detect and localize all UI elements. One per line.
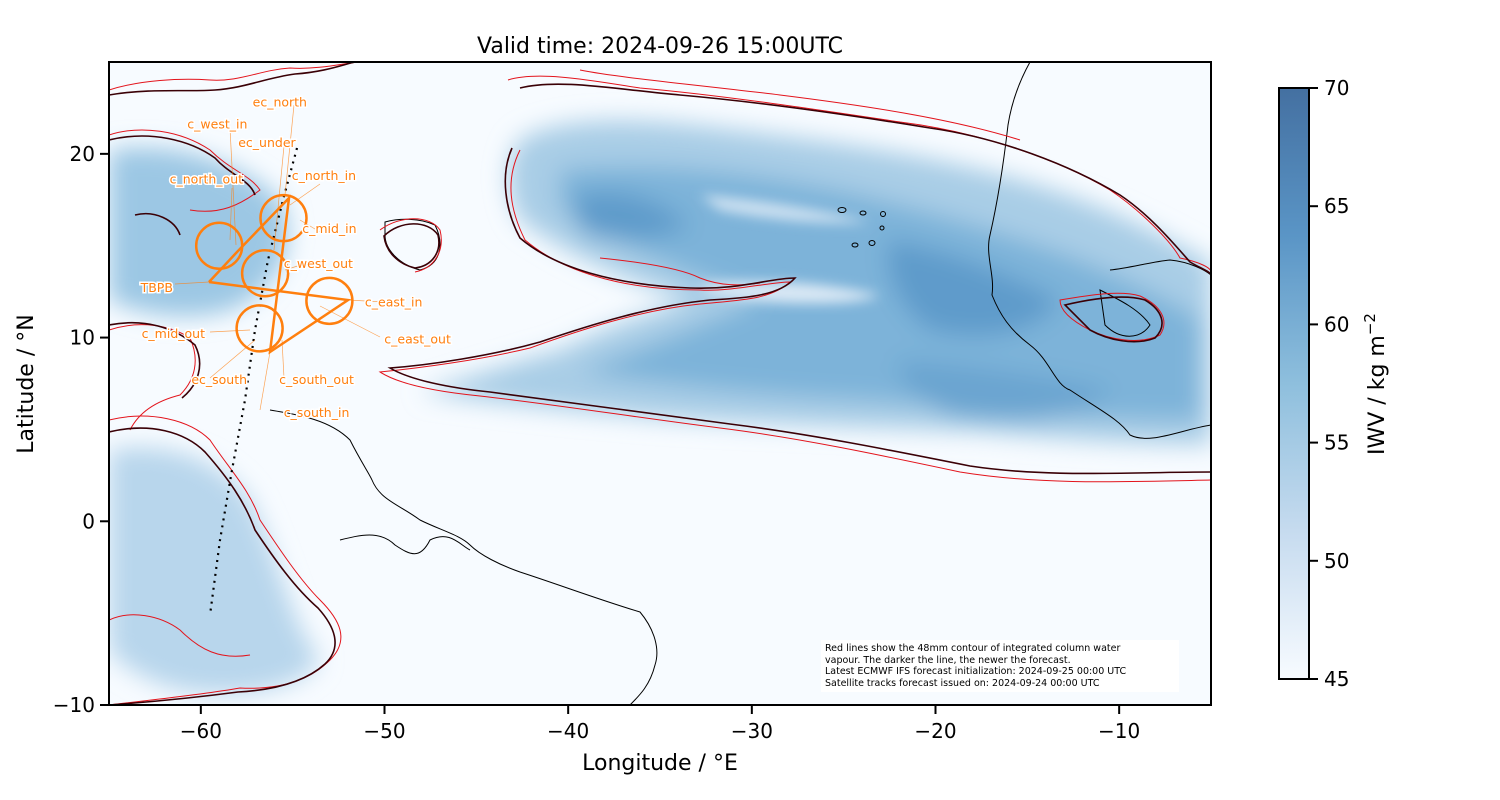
y-tick-label: 0: [82, 509, 95, 533]
note-line: Satellite tracks forecast issued on: 202…: [825, 677, 1100, 689]
x-axis: −60 −50 −40 −30 −20 −10: [180, 705, 1140, 743]
x-tick-label: −30: [731, 719, 773, 743]
flight-label: c_north_out: [170, 172, 243, 187]
x-tick-label: −20: [914, 719, 956, 743]
label-leaders: [174, 104, 386, 411]
colorbar-tick-label: 70: [1324, 76, 1349, 100]
flight-labels: ec_north c_west_in ec_under c_north_out c_no…: [138, 93, 452, 421]
colorbar-label: IWV / kg m−2: [1361, 313, 1390, 455]
x-tick-label: −60: [180, 719, 222, 743]
flight-label: c_east_in: [365, 295, 423, 310]
flight-circle-c-east: [305, 276, 354, 326]
flight-circle-c-south: [235, 304, 284, 353]
iwv-contours-new: [109, 62, 1211, 705]
flight-label: c_south_in: [284, 405, 350, 420]
legend-note: Red lines show the 48mm contour of integ…: [821, 640, 1179, 692]
note-line: Latest ECMWF IFS forecast initialization…: [825, 666, 1127, 677]
colorbar: [1278, 87, 1310, 680]
colorbar-tick-label: 50: [1324, 549, 1349, 573]
y-tick-label: −10: [53, 693, 95, 717]
flight-label: ec_north: [253, 94, 307, 109]
colorbar-ticks: 70 65 60 55 50 45: [1309, 76, 1349, 691]
y-axis: 20 10 0 −10: [53, 142, 109, 717]
x-tick-label: −10: [1098, 719, 1140, 743]
x-tick-label: −50: [363, 719, 405, 743]
y-tick-label: 20: [70, 142, 95, 166]
flight-label: ec_south: [191, 372, 247, 387]
colorbar-tick-label: 65: [1324, 194, 1349, 218]
note-line: Red lines show the 48mm contour of integ…: [825, 643, 1121, 654]
flight-label: c_north_in: [292, 168, 356, 183]
x-axis-label: Longitude / °E: [582, 751, 738, 776]
flight-label: c_east_out: [384, 331, 451, 346]
x-tick-label: −40: [547, 719, 589, 743]
flight-label: TBPB: [140, 280, 173, 295]
note-line: vapour. The darker the line, the newer t…: [825, 654, 1071, 666]
colorbar-tick-label: 55: [1324, 431, 1349, 455]
flight-circles: [194, 193, 354, 353]
flight-label: c_mid_out: [142, 326, 206, 341]
flight-label: c_south_out: [279, 372, 354, 387]
iwv-field: [109, 120, 1211, 694]
iwv-contours-old: [109, 62, 1211, 705]
flight-circle-c-west: [194, 221, 244, 270]
y-tick-label: 10: [70, 326, 95, 350]
flight-label: ec_under: [238, 135, 296, 150]
flight-circle-c-mid: [240, 249, 290, 298]
map-title: Valid time: 2024-09-26 15:00UTC: [477, 34, 843, 59]
flight-label: c_west_in: [187, 116, 247, 131]
colorbar-tick-label: 45: [1324, 667, 1349, 691]
cape-verde-islands: [837, 207, 886, 248]
plot-frame: [108, 61, 1212, 706]
flight-label: c_mid_in: [302, 221, 356, 236]
flight-label: c_west_out: [284, 256, 353, 271]
flight-circle-c-north: [259, 193, 308, 243]
colorbar-tick-label: 60: [1324, 312, 1349, 336]
y-axis-label: Latitude / °N: [14, 314, 39, 453]
satellite-track: [208, 147, 299, 616]
flight-track: [208, 194, 352, 355]
